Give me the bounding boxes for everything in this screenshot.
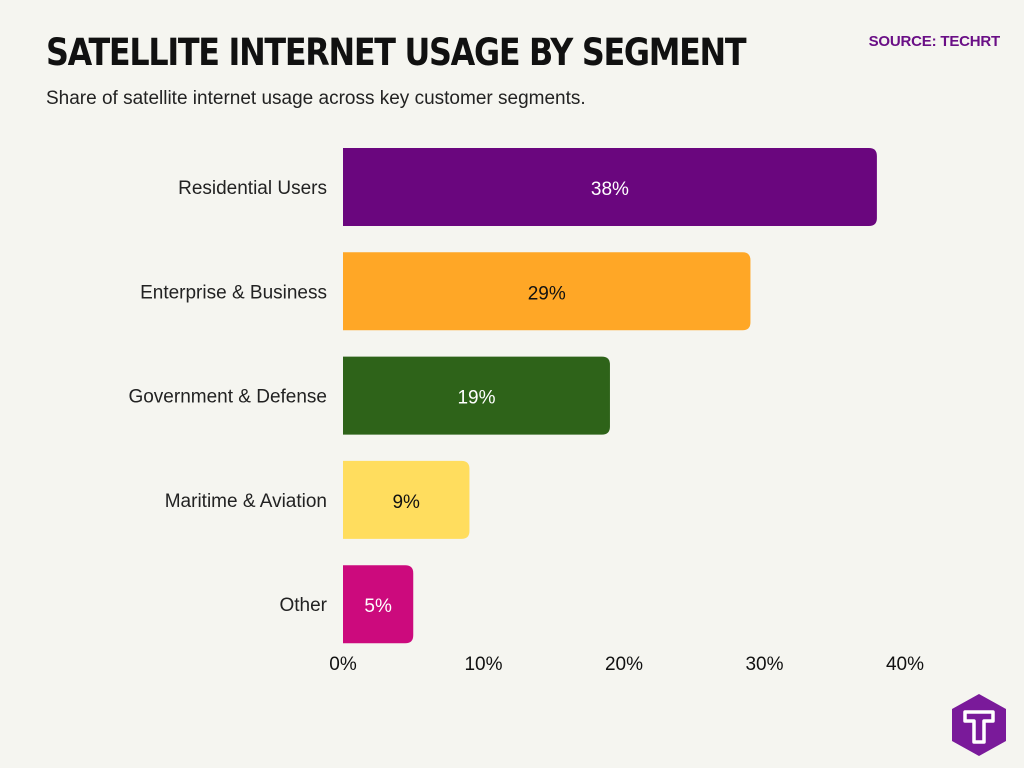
data-label: 19% bbox=[457, 388, 495, 409]
x-tick-label: 40% bbox=[886, 654, 924, 675]
category-label: Maritime & Aviation bbox=[165, 491, 327, 512]
bar-2 bbox=[343, 356, 610, 435]
category-label: Government & Defense bbox=[128, 387, 327, 408]
data-label: 29% bbox=[528, 283, 566, 304]
bar-0 bbox=[343, 148, 877, 226]
x-tick-label: 30% bbox=[745, 654, 783, 675]
techrt-logo-icon bbox=[952, 694, 1006, 756]
category-label: Enterprise & Business bbox=[140, 282, 327, 303]
x-tick-label: 0% bbox=[329, 654, 357, 675]
bar-4 bbox=[343, 565, 414, 644]
data-label: 38% bbox=[591, 179, 629, 200]
category-label: Residential Users bbox=[178, 178, 327, 199]
bar-1 bbox=[343, 252, 751, 331]
chart-title: SATELLITE INTERNET USAGE BY SEGMENT bbox=[46, 31, 747, 74]
category-label: Other bbox=[279, 595, 327, 616]
x-tick-label: 20% bbox=[605, 654, 643, 675]
chart-subtitle: Share of satellite internet usage across… bbox=[46, 88, 586, 109]
source-label: SOURCE: TECHRT bbox=[868, 33, 1001, 50]
bar-3 bbox=[343, 460, 470, 539]
data-label: 5% bbox=[364, 596, 392, 617]
data-label: 9% bbox=[392, 492, 420, 513]
x-tick-label: 10% bbox=[464, 654, 502, 675]
